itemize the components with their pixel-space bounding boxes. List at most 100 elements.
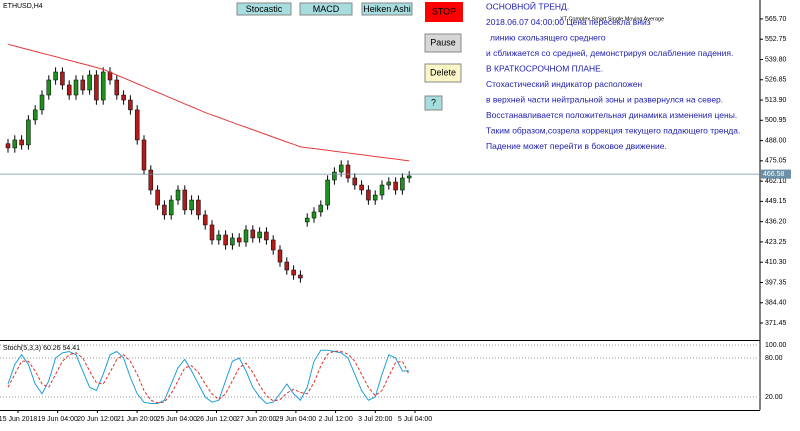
candle-body [175,189,181,201]
candle-body [243,229,249,243]
analysis-line: Восстанавливается положительная динамика… [486,110,737,120]
analysis-line: 2018.06.07 04:00:00 Цена пересекла вниз [486,17,651,27]
y-tick-label: 475.05 [765,158,787,165]
y-tick-label: 100.00 [765,342,787,349]
candle-body [379,184,385,196]
candle-body [66,84,72,96]
help-button[interactable] [424,95,443,111]
stoch-label: Stoch(5,3,3) 60.26 54.41 [3,345,80,352]
candle-body [338,164,344,173]
candle-body [250,229,256,239]
x-tick-label: 2 Jul 12:00 [318,416,352,423]
current-price-box [761,169,791,179]
candle-body [352,177,358,186]
delete-button[interactable] [424,63,462,83]
analysis-line: и сближается со средней, демонстрируя ос… [486,48,733,58]
candle-body [298,274,303,279]
candle-body [372,194,378,201]
symbol-label: ETHUSD,H4 [3,3,43,10]
y-tick-label: 565.70 [765,16,787,23]
y-tick-label: 397.35 [765,279,787,286]
button-label[interactable]: Stocastic [246,4,283,14]
y-tick-label: 552.75 [765,36,787,43]
candle-body [332,171,337,181]
analysis-line: Стохастический индикатор расположен [486,79,642,89]
stop-button[interactable] [425,2,463,22]
candle-body [270,239,276,251]
y-tick-label: 80.00 [765,355,783,362]
x-tick-label: 25 Jun 04:00 [157,416,198,423]
candle-body [32,109,38,121]
candle-body [284,261,290,271]
button-label[interactable]: MACD [313,4,340,14]
ma-legend: XT Complex Smart Single Moving Average [560,16,664,22]
current-price-label: 466.58 [763,171,785,178]
candle-body [114,79,120,96]
pause-button[interactable] [424,33,462,53]
x-tick-label: 29 Jun 04:00 [276,416,317,423]
candle-body [100,71,106,101]
analysis-line: ОСНОВНОЙ ТРЕНД. [486,0,569,11]
candle-body [46,79,52,96]
analysis-line: Таким образом,созрела коррекция текущего… [486,125,740,135]
button-label[interactable]: Pause [430,37,456,47]
analysis-line: В КРАТКОСРОЧНОМ ПЛАНЕ. [486,63,603,73]
analysis-line: в верхней части нейтральной зоны и разве… [486,94,723,104]
analysis-line: линию скользящего среднего [490,32,606,42]
y-tick-label: 20.00 [765,394,783,401]
candle-body [223,234,228,246]
stoch-line [7,350,410,404]
candle-body [202,214,208,226]
candle-body [73,79,79,96]
y-tick-label: 371.45 [765,320,787,327]
button-label[interactable]: Heiken Ashi [363,4,411,14]
candle-body [12,139,18,149]
candle-body [359,184,364,191]
x-tick-label: 20 Jun 12:00 [77,416,118,423]
candle-body [345,164,351,179]
candle-body [162,204,167,216]
candle-body [277,249,283,263]
candle-body [400,177,405,191]
candle-body [236,237,242,243]
analysis-text: ОСНОВНОЙ ТРЕНД. 2018.06.07 04:00:00 Цена … [486,0,740,151]
analysis-line: Падение может перейти в боковое движение… [486,141,667,151]
button[interactable] [299,2,353,16]
button[interactable] [361,2,413,16]
y-tick-label: 513.90 [765,97,787,104]
candle-body [5,143,11,149]
y-tick-label: 488.00 [765,137,787,144]
y-tick-label: 500.95 [765,117,787,124]
candle-body [53,71,58,81]
candle-body [39,94,45,111]
candle-body [393,181,398,191]
candle-body [182,189,188,211]
x-tick-label: 27 Jun 20:00 [236,416,277,423]
candle-body [94,74,99,101]
button[interactable] [236,2,292,16]
candle-body [87,74,92,91]
candle-body [128,99,133,111]
candle-body [189,199,194,211]
button-label[interactable]: STOP [432,6,456,16]
candle-body [155,189,160,206]
candle-body [386,181,392,186]
button-label[interactable]: Delete [430,67,456,77]
candle-body [209,224,215,241]
y-tick-label: 384.40 [765,300,787,307]
candle-body [26,119,31,146]
y-tick-label: 462.10 [765,178,787,185]
x-tick-label: 26 Jun 12:00 [196,416,237,423]
y-tick-label: 526.85 [765,77,787,84]
candle-body [216,234,222,241]
button-label[interactable]: ? [431,97,436,107]
candle-body [60,71,65,86]
candle-body [257,231,262,239]
candle-body [168,199,174,216]
stoch-line [7,349,410,405]
candle-body [19,139,24,146]
candle-body [230,237,235,246]
x-tick-label: 19 Jun 04:00 [37,416,78,423]
candle-body [121,94,126,101]
